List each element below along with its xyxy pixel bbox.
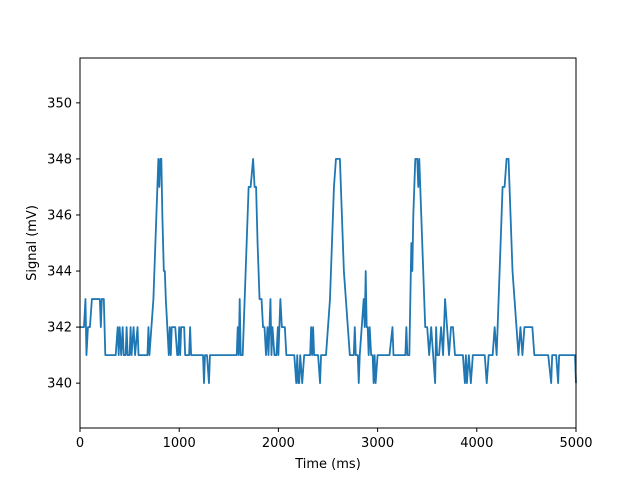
x-tick-label: 2000 (262, 436, 295, 451)
x-tick-label: 0 (76, 436, 84, 451)
x-tick-label: 4000 (460, 436, 493, 451)
x-axis-label: Time (ms) (294, 457, 361, 472)
x-axis-ticks: 0 1000 2000 3000 4000 5000 (76, 428, 593, 451)
y-tick-label: 342 (47, 321, 72, 336)
y-tick-label: 340 (47, 377, 72, 392)
signal-series-line (80, 158, 577, 385)
y-tick-label: 348 (47, 152, 72, 167)
y-tick-label: 346 (47, 208, 72, 223)
y-tick-label: 344 (47, 265, 72, 280)
x-tick-label: 1000 (163, 436, 196, 451)
y-axis-ticks: 340 342 344 346 348 350 (47, 96, 80, 392)
plot-area (80, 58, 576, 428)
x-tick-label: 5000 (559, 436, 592, 451)
y-tick-label: 350 (47, 96, 72, 111)
x-tick-label: 3000 (361, 436, 394, 451)
y-axis-label: Signal (mV) (25, 205, 40, 281)
series-layer (80, 158, 577, 385)
plot-frame (79, 57, 577, 429)
